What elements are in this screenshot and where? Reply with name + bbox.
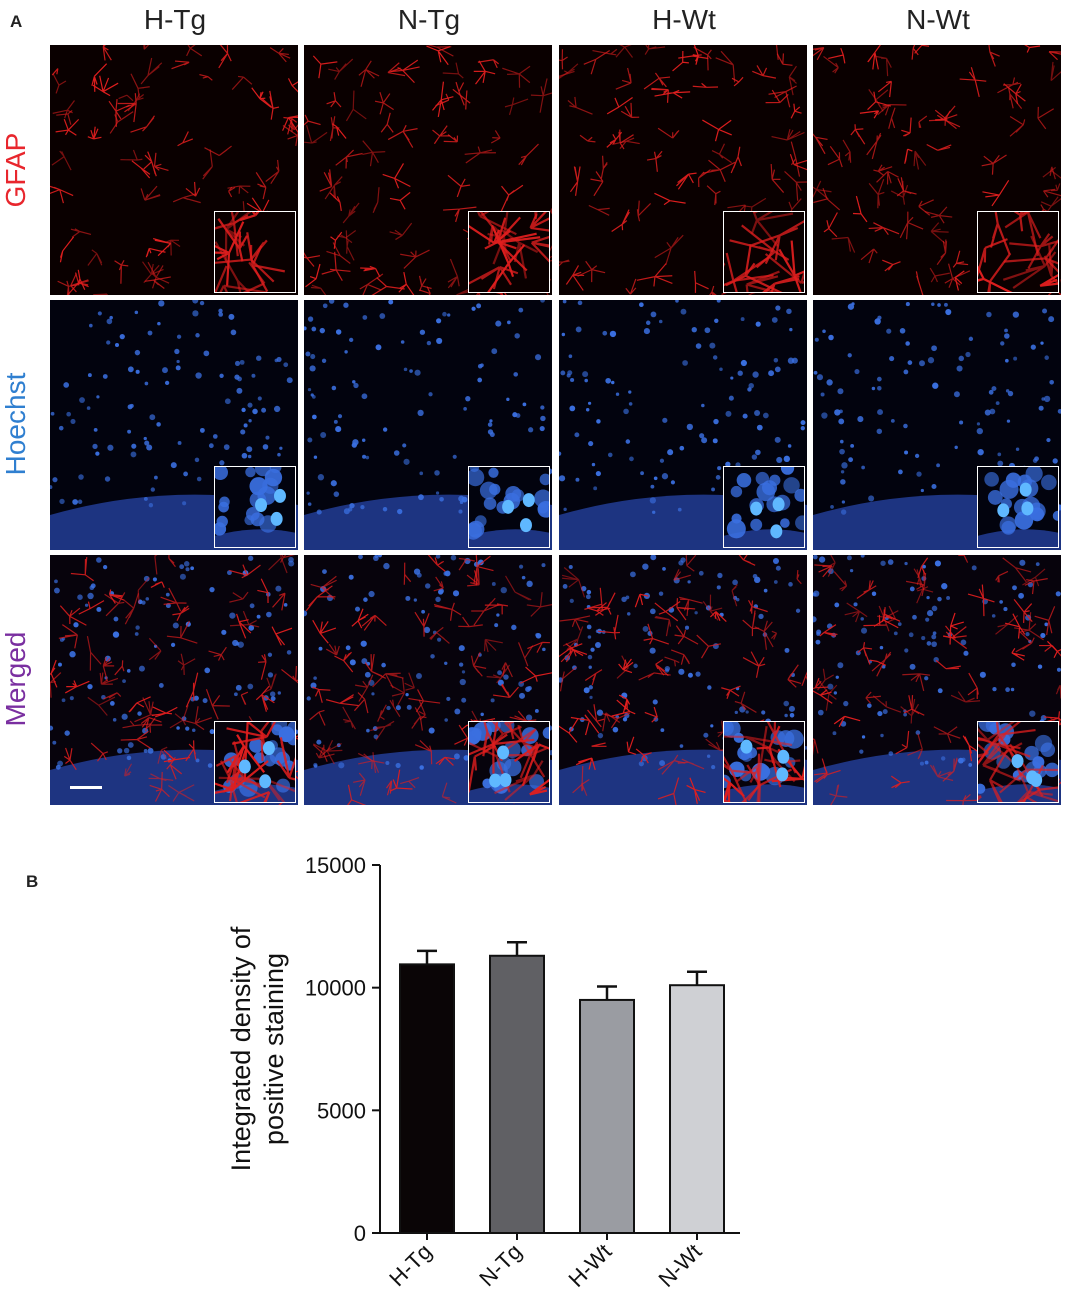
scale-bar [70, 786, 102, 789]
micrograph-merged-nwt [813, 555, 1061, 805]
magnified-inset-merged-ntg [468, 721, 550, 803]
panel-a-label: A [10, 12, 23, 31]
micrograph-gfap-hwt [559, 45, 807, 295]
micrograph-merged-hwt [559, 555, 807, 805]
column-header-nwt: N-Wt [906, 4, 970, 35]
y-tick-label: 10000 [305, 976, 366, 1001]
y-tick-label: 15000 [305, 853, 366, 878]
column-header-ntg: N-Tg [397, 4, 461, 35]
column-header-htg: H-Tg [143, 4, 207, 35]
y-tick-label: 0 [354, 1221, 366, 1246]
row-label-merged: Merged [0, 631, 31, 727]
bar-h-tg [399, 963, 455, 1235]
column-header-hwt: H-Wt [652, 4, 716, 35]
magnified-inset-hoechst-ntg [468, 466, 550, 548]
x-tick-label: H-Wt [563, 1239, 616, 1292]
panel-b-label: B [26, 872, 39, 891]
y-axis-label: Integrated density of positive staining [226, 926, 289, 1171]
micrograph-gfap-nwt [813, 45, 1061, 295]
magnified-inset-merged-hwt [723, 721, 805, 803]
magnified-inset-gfap-htg [214, 211, 296, 293]
row-label-gfap: GFAP [0, 132, 31, 208]
magnified-inset-hoechst-htg [214, 466, 296, 548]
chart-bars [399, 941, 725, 1235]
micrograph-hoechst-htg [50, 300, 298, 550]
bar-chart: 0 5000 10000 15000 Integrated density of pos… [226, 853, 740, 1292]
magnified-inset-hoechst-hwt [723, 466, 805, 548]
x-tick-label: H-Tg [384, 1239, 436, 1291]
magnified-inset-gfap-ntg [468, 211, 550, 293]
x-tick-label: N-Wt [653, 1239, 706, 1292]
chart-axes: 0 5000 10000 15000 [305, 853, 740, 1246]
micrograph-hoechst-ntg [304, 300, 552, 550]
bar-n-wt [669, 984, 725, 1234]
magnified-inset-hoechst-nwt [977, 466, 1059, 548]
row-label-hoechst: Hoechst [0, 372, 31, 476]
micrograph-gfap-ntg [304, 45, 552, 295]
magnified-inset-merged-nwt [977, 721, 1059, 803]
magnified-inset-gfap-hwt [723, 211, 805, 293]
micrograph-hoechst-nwt [813, 300, 1061, 550]
bar-h-wt [579, 998, 635, 1234]
magnified-inset-merged-htg [214, 721, 296, 803]
bar-n-tg [489, 954, 545, 1234]
x-tick-label: N-Tg [474, 1239, 526, 1291]
micrograph-merged-ntg [304, 555, 552, 805]
y-tick-label: 5000 [317, 1098, 366, 1123]
micrograph-gfap-htg [50, 45, 298, 295]
magnified-inset-gfap-nwt [977, 211, 1059, 293]
micrograph-merged-htg [50, 555, 298, 805]
micrograph-hoechst-hwt [559, 300, 807, 550]
